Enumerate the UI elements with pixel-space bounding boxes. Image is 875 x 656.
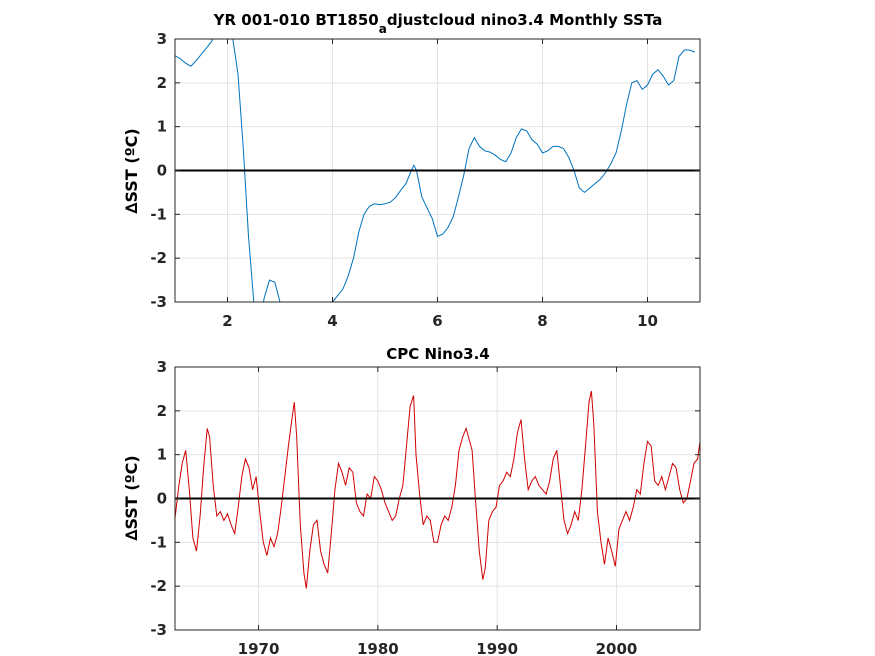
chart-title: CPC Nino3.4 bbox=[386, 345, 489, 363]
x-tick-label: 1970 bbox=[238, 640, 280, 656]
y-tick-label: 1 bbox=[157, 118, 167, 136]
series-line bbox=[175, 390, 700, 589]
y-tick-label: -3 bbox=[150, 621, 167, 639]
y-tick-label: 2 bbox=[157, 74, 167, 92]
y-tick-label: -3 bbox=[150, 293, 167, 311]
y-tick-label: -2 bbox=[150, 249, 167, 267]
y-tick-label: 0 bbox=[157, 490, 167, 508]
chart-panel-model: YR 001-010 BT1850adjustcloud nino3.4 Mon… bbox=[122, 11, 701, 330]
x-tick-label: 6 bbox=[432, 312, 442, 330]
x-tick-label: 8 bbox=[537, 312, 547, 330]
y-axis-label: ∆SST (ºC) bbox=[122, 455, 141, 540]
y-tick-label: 3 bbox=[157, 30, 167, 48]
y-tick-label: -2 bbox=[150, 577, 167, 595]
x-tick-label: 1990 bbox=[476, 640, 518, 656]
x-tick-label: 2000 bbox=[596, 640, 638, 656]
chart-title: YR 001-010 BT1850adjustcloud nino3.4 Mon… bbox=[213, 11, 663, 36]
y-axis-label: ∆SST (ºC) bbox=[122, 128, 141, 213]
y-tick-label: -1 bbox=[150, 205, 167, 223]
y-tick-label: 1 bbox=[157, 446, 167, 464]
x-tick-label: 4 bbox=[327, 312, 337, 330]
x-tick-label: 2 bbox=[222, 312, 232, 330]
chart-panel-observed: CPC Nino3.4 ∆SST (ºC) 1970 1980 1990 2000 -3… bbox=[122, 345, 701, 656]
y-tick-label: 2 bbox=[157, 402, 167, 420]
y-tick-label: 0 bbox=[157, 162, 167, 180]
x-tick-label: 10 bbox=[637, 312, 658, 330]
y-tick-label: -1 bbox=[150, 533, 167, 551]
x-tick-label: 1980 bbox=[357, 640, 399, 656]
y-tick-label: 3 bbox=[157, 358, 167, 376]
